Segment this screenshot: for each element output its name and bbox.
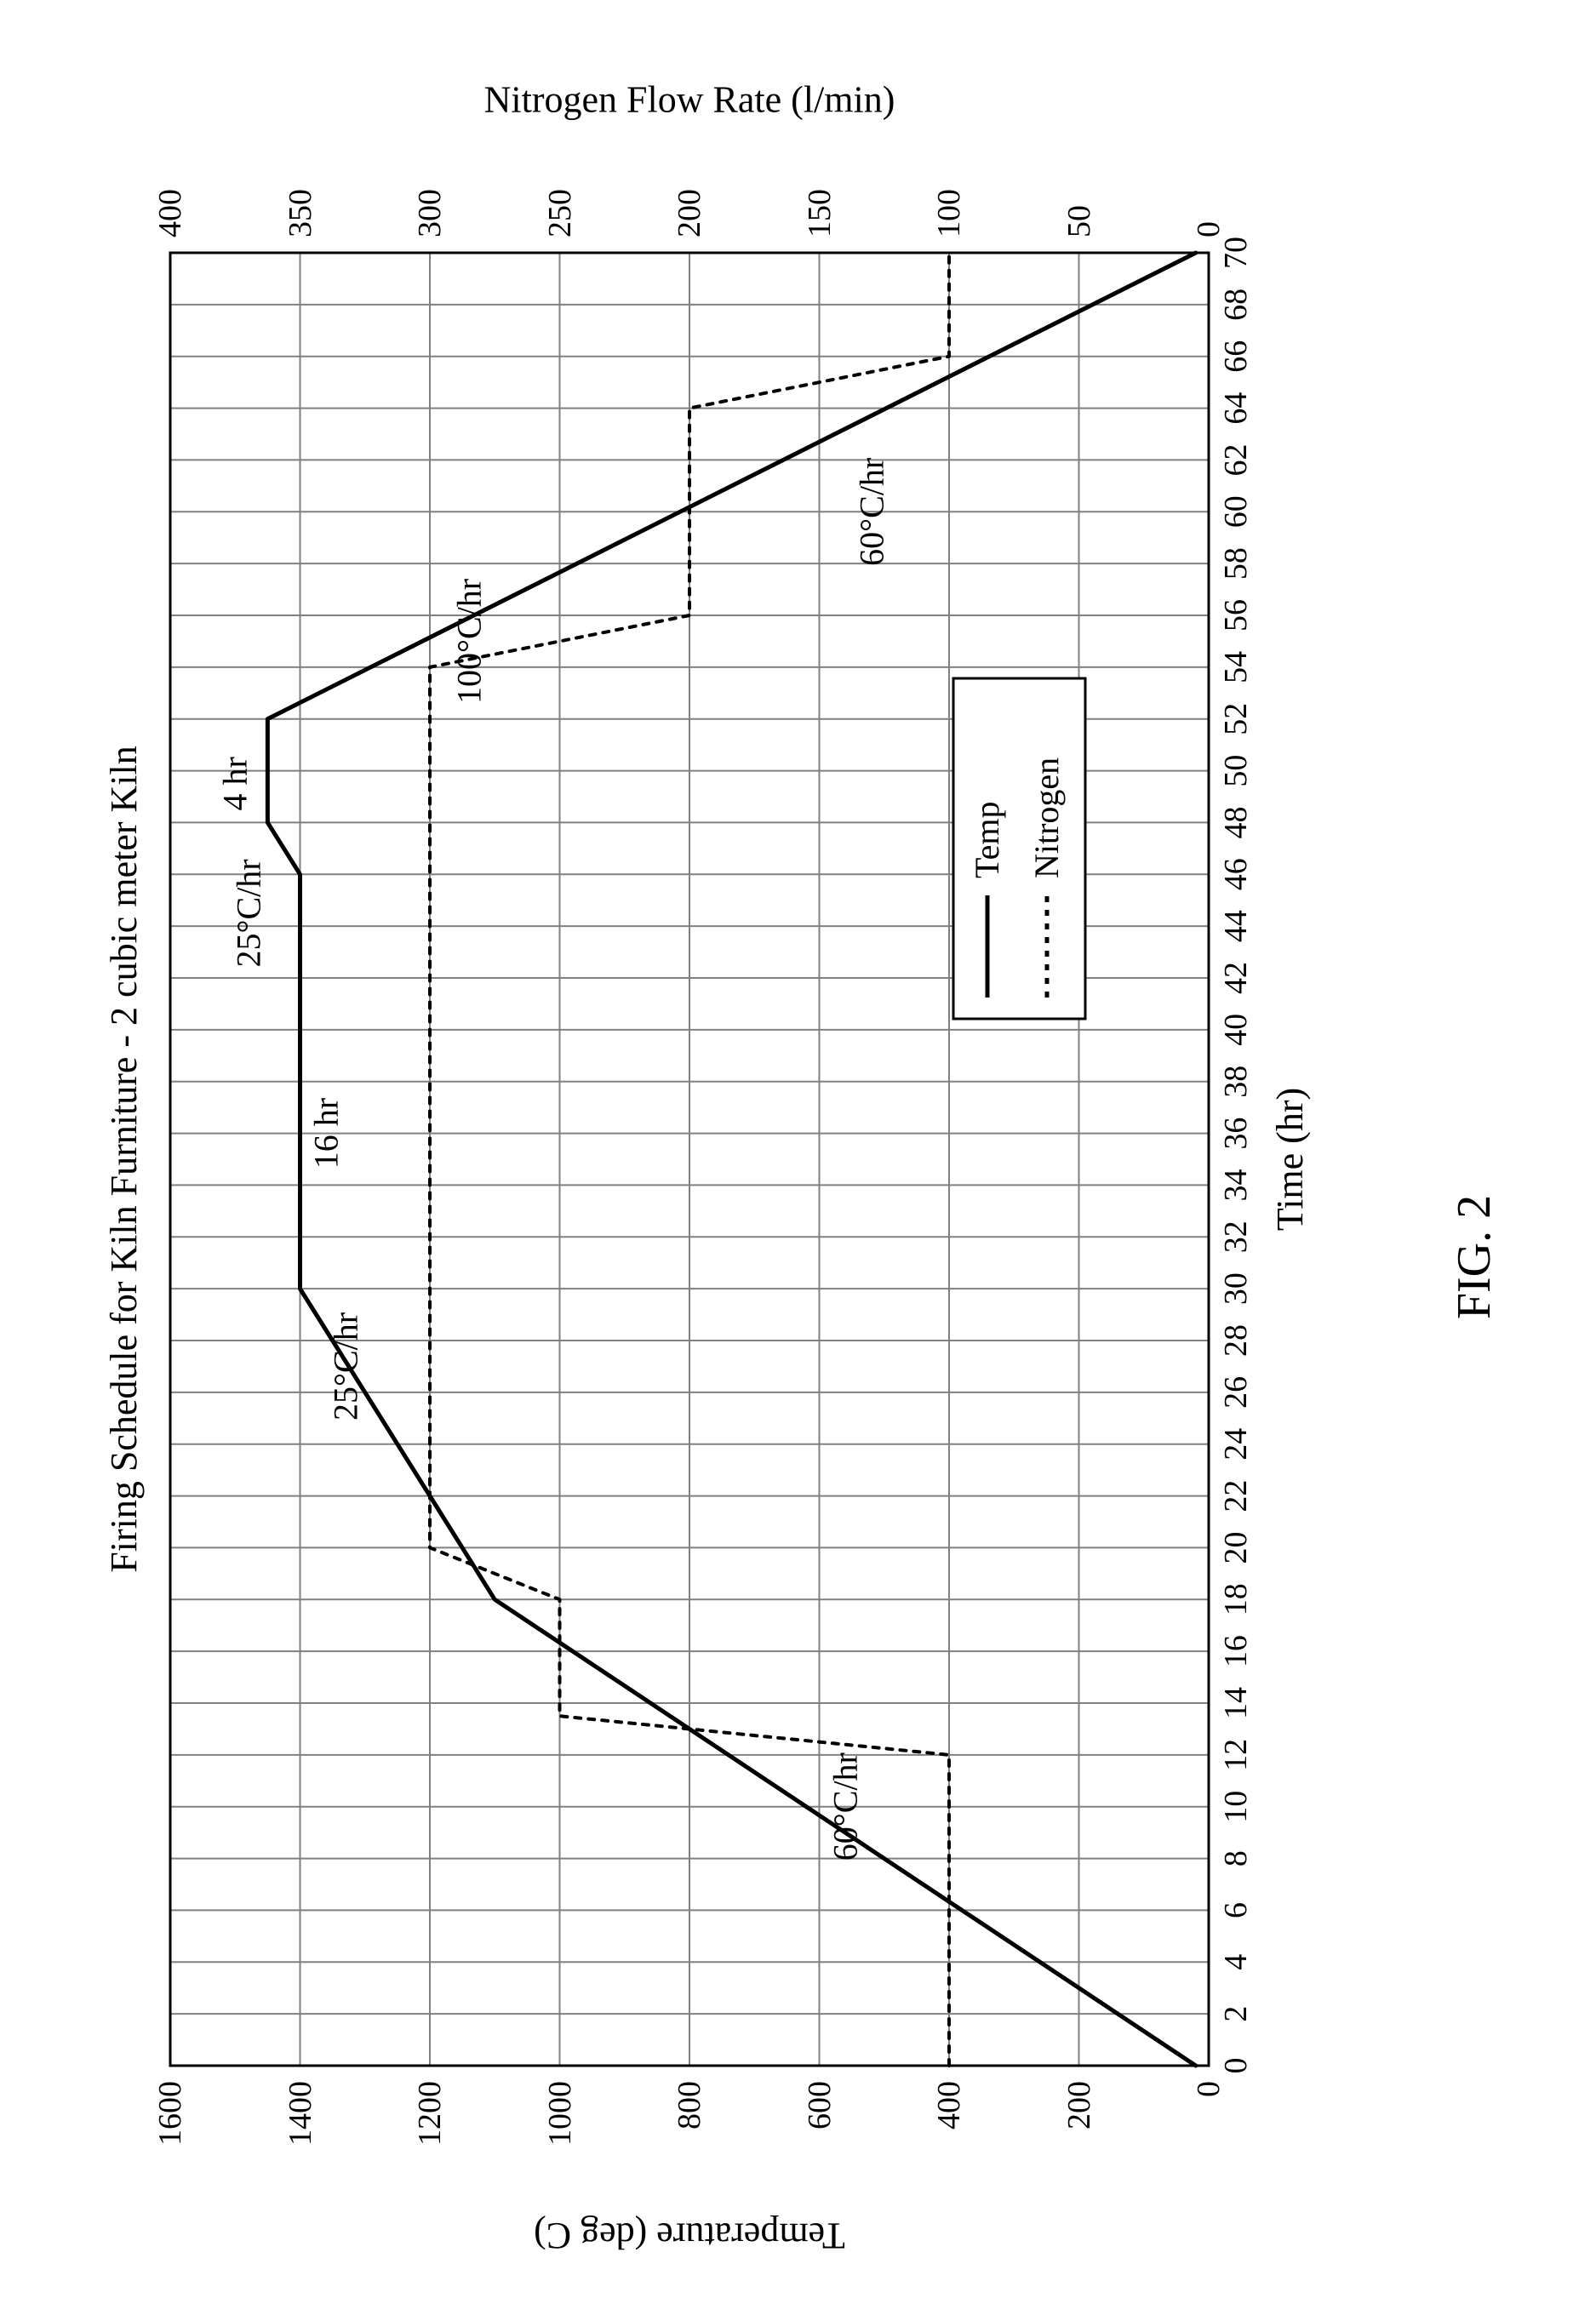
tick-label: 600: [801, 2081, 838, 2129]
tick-label: 58: [1217, 547, 1255, 580]
tick-label: 150: [801, 189, 838, 237]
tick-label: 50: [1061, 205, 1098, 237]
tick-label: 400: [930, 2081, 968, 2129]
chart-canvas: Firing Schedule for Kiln Furniture - 2 c…: [0, 0, 1596, 2321]
y-right-axis-label: Nitrogen Flow Rate (l/min): [484, 78, 895, 122]
tick-label: 28: [1217, 1324, 1255, 1357]
chart-annotation: 16 hr: [306, 1098, 346, 1169]
tick-label: 48: [1217, 806, 1255, 838]
tick-label: 6: [1217, 1902, 1255, 1918]
tick-label: 60: [1217, 495, 1255, 528]
tick-label: 1000: [541, 2081, 579, 2146]
tick-label: 68: [1217, 289, 1255, 321]
tick-label: 1200: [411, 2081, 449, 2146]
y-left-axis-label: Temperature (deg C): [534, 2215, 845, 2258]
tick-label: 26: [1217, 1376, 1255, 1409]
tick-label: 42: [1217, 962, 1255, 994]
tick-label: 40: [1217, 1014, 1255, 1046]
tick-label: 0: [1190, 2081, 1227, 2097]
chart-annotation: 4 hr: [215, 757, 255, 810]
chart-annotation: 25°C/hr: [325, 1312, 365, 1421]
tick-label: 32: [1217, 1221, 1255, 1253]
tick-label: 2: [1217, 2006, 1255, 2022]
chart-annotation: 100°C/hr: [449, 579, 489, 704]
tick-label: 12: [1217, 1739, 1255, 1771]
chart-plot: [0, 0, 1596, 2321]
chart-annotation: 60°C/hr: [826, 1752, 866, 1861]
tick-label: 50: [1217, 755, 1255, 787]
tick-label: 38: [1217, 1066, 1255, 1098]
tick-label: 0: [1190, 221, 1227, 237]
tick-label: 1600: [152, 2081, 189, 2146]
tick-label: 4: [1217, 1954, 1255, 1970]
tick-label: 300: [411, 189, 449, 237]
legend-label-nitrogen: Nitrogen: [1027, 757, 1067, 878]
tick-label: 24: [1217, 1428, 1255, 1461]
tick-label: 16: [1217, 1635, 1255, 1667]
series-temp: [267, 253, 1195, 2066]
legend-label-temp: Temp: [967, 801, 1007, 878]
tick-label: 18: [1217, 1583, 1255, 1615]
tick-label: 44: [1217, 910, 1255, 942]
tick-label: 10: [1217, 1791, 1255, 1823]
tick-label: 200: [1061, 2081, 1098, 2129]
tick-label: 20: [1217, 1531, 1255, 1564]
x-axis-label: Time (hr): [1268, 253, 1312, 2066]
tick-label: 54: [1217, 651, 1255, 683]
tick-label: 64: [1217, 392, 1255, 425]
tick-label: 46: [1217, 858, 1255, 890]
figure-caption: FIG. 2: [1447, 1195, 1502, 1319]
chart-annotation: 60°C/hr: [851, 458, 891, 566]
tick-label: 22: [1217, 1480, 1255, 1512]
tick-label: 350: [282, 189, 319, 237]
tick-label: 36: [1217, 1118, 1255, 1150]
tick-label: 70: [1217, 237, 1255, 269]
tick-label: 56: [1217, 599, 1255, 632]
tick-label: 14: [1217, 1687, 1255, 1719]
tick-label: 1400: [282, 2081, 319, 2146]
tick-label: 34: [1217, 1169, 1255, 1201]
tick-label: 66: [1217, 340, 1255, 373]
chart-annotation: 25°C/hr: [228, 859, 268, 967]
tick-label: 8: [1217, 1850, 1255, 1867]
tick-label: 800: [671, 2081, 708, 2129]
tick-label: 62: [1217, 443, 1255, 476]
tick-label: 52: [1217, 703, 1255, 735]
tick-label: 400: [152, 189, 189, 237]
legend: Temp Nitrogen: [953, 678, 1085, 1019]
tick-label: 0: [1217, 2058, 1255, 2074]
tick-label: 200: [671, 189, 708, 237]
tick-label: 250: [541, 189, 579, 237]
page: Firing Schedule for Kiln Furniture - 2 c…: [0, 0, 1596, 2321]
tick-label: 30: [1217, 1272, 1255, 1305]
tick-label: 100: [930, 189, 968, 237]
